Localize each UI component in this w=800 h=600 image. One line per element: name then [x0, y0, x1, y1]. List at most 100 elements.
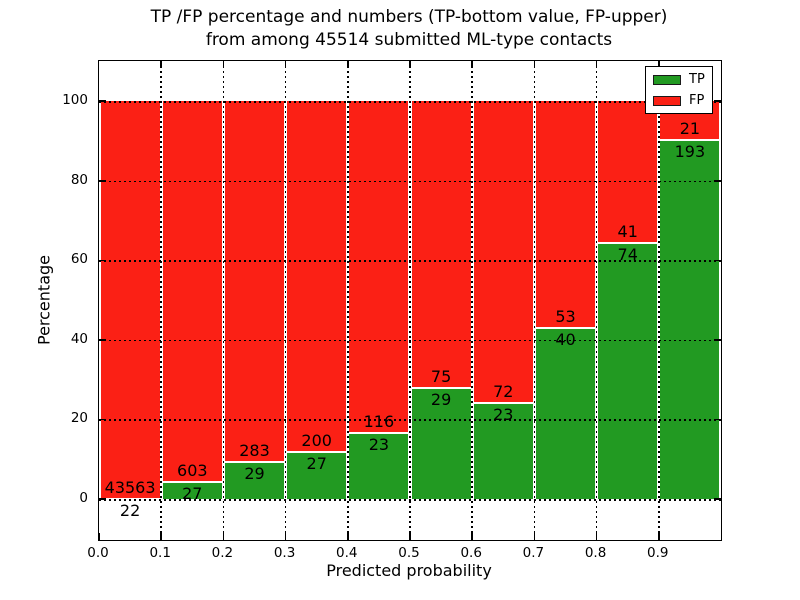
v-gridline — [160, 61, 162, 540]
bar-tp-segment — [162, 481, 222, 500]
y-tick-left — [99, 259, 106, 262]
x-tick-bottom — [222, 533, 225, 540]
y-tick-right — [714, 259, 721, 262]
chart-title: TP /FP percentage and numbers (TP-bottom… — [98, 6, 720, 52]
y-tick-label: 60 — [70, 251, 88, 268]
x-tick-top — [471, 61, 473, 68]
bar-segment-separator — [100, 497, 160, 500]
x-tick-bottom — [595, 533, 598, 540]
x-tick-top — [222, 61, 225, 68]
y-tick-label: 0 — [79, 490, 88, 507]
y-tick-left — [99, 100, 106, 102]
x-tick-bottom — [658, 533, 660, 540]
bar-tp-segment — [349, 433, 409, 500]
fp-count-label: 200 — [301, 430, 332, 450]
x-tick-bottom — [347, 533, 349, 540]
x-tick-label: 0.2 — [211, 545, 234, 561]
y-tick-left — [99, 339, 106, 341]
bar-fp-segment — [411, 101, 471, 389]
x-tick-top — [658, 61, 660, 68]
x-tick-bottom — [471, 533, 473, 540]
v-gridline — [658, 61, 660, 540]
y-tick-right — [714, 498, 721, 500]
bar-segment-separator — [287, 450, 347, 453]
y-tick-right — [714, 100, 721, 102]
x-tick-top — [347, 61, 349, 68]
x-tick-top — [595, 61, 598, 68]
fp-legend-swatch — [653, 95, 681, 106]
tp-count-label: 29 — [244, 464, 265, 484]
x-tick-top — [533, 61, 536, 68]
x-tick-label: 0.3 — [273, 545, 296, 561]
bar-tp-segment — [660, 140, 720, 500]
x-tick-label: 0.8 — [584, 545, 607, 561]
x-tick-top — [160, 61, 162, 68]
bar-fp-segment — [598, 101, 658, 243]
x-tick-bottom — [160, 533, 162, 540]
fp-count-label: 53 — [555, 306, 576, 326]
y-tick-label: 40 — [70, 330, 88, 347]
fp-count-label: 41 — [617, 222, 638, 242]
legend-entry: TP — [653, 72, 705, 87]
fp-count-label: 43563 — [104, 477, 156, 497]
bar-fp-segment — [349, 101, 409, 434]
y-tick-left — [99, 180, 106, 182]
bar-tp-segment — [535, 327, 596, 500]
v-gridline — [595, 61, 598, 540]
tp-count-label: 40 — [555, 329, 576, 349]
bar-segment-separator — [349, 432, 409, 435]
bar-segment-separator — [535, 326, 596, 329]
bar-fp-segment — [473, 101, 533, 403]
x-tick-label: 0.1 — [149, 545, 171, 561]
plot-area: 43563 22 603 27 283 29 200 27 116 23 75 29 72 23 53 40 4… — [98, 60, 722, 541]
bar-segment-separator — [162, 480, 222, 483]
x-tick-label: 0.0 — [87, 545, 109, 561]
legend: TP FP — [645, 66, 713, 114]
v-gridline — [533, 61, 536, 540]
bar-segment-separator — [411, 387, 471, 390]
legend-entry: FP — [653, 93, 705, 108]
fp-count-label: 72 — [493, 381, 514, 401]
v-gridline — [471, 61, 473, 540]
y-tick-label: 100 — [62, 92, 88, 109]
y-tick-right — [714, 180, 721, 182]
x-tick-bottom — [533, 533, 536, 540]
x-tick-bottom — [284, 533, 287, 540]
v-gridline — [222, 61, 225, 540]
y-tick-right — [714, 418, 721, 421]
x-tick-label: 0.5 — [398, 545, 420, 561]
y-tick-left — [99, 498, 106, 500]
tp-count-label: 23 — [493, 404, 514, 424]
x-tick-label: 0.4 — [336, 545, 358, 561]
y-tick-left — [99, 418, 106, 421]
fp-count-label: 21 — [679, 119, 701, 139]
bar-tp-segment — [473, 402, 533, 500]
bar-fp-segment — [100, 101, 160, 499]
fp-count-label: 603 — [177, 460, 208, 480]
legend-entry-label: TP — [689, 72, 705, 87]
x-tick-label: 0.9 — [647, 545, 669, 561]
v-gridline — [347, 61, 349, 540]
bar-segment-separator — [224, 461, 285, 464]
bar-tp-segment — [411, 388, 471, 499]
x-tick-top — [284, 61, 287, 68]
bar-segment-separator — [660, 139, 720, 142]
chart-title-line1: TP /FP percentage and numbers (TP-bottom… — [150, 7, 668, 27]
tp-count-label: 193 — [674, 142, 706, 162]
fp-count-label: 116 — [363, 412, 395, 432]
tp-count-label: 27 — [182, 483, 203, 503]
bar-fp-segment — [224, 101, 285, 463]
bar-segment-separator — [598, 242, 658, 245]
bar-fp-segment — [162, 101, 222, 482]
tp-count-label: 29 — [430, 390, 452, 410]
x-axis-label: Predicted probability — [326, 561, 492, 580]
bar-tp-segment — [224, 462, 285, 499]
v-gridline — [284, 61, 287, 540]
tp-count-label: 23 — [368, 435, 390, 455]
bar-fp-segment — [535, 101, 596, 328]
fp-count-label: 283 — [239, 441, 270, 461]
x-tick-label: 0.7 — [522, 545, 545, 561]
y-tick-right — [714, 339, 721, 341]
tp-count-label: 27 — [306, 453, 327, 473]
